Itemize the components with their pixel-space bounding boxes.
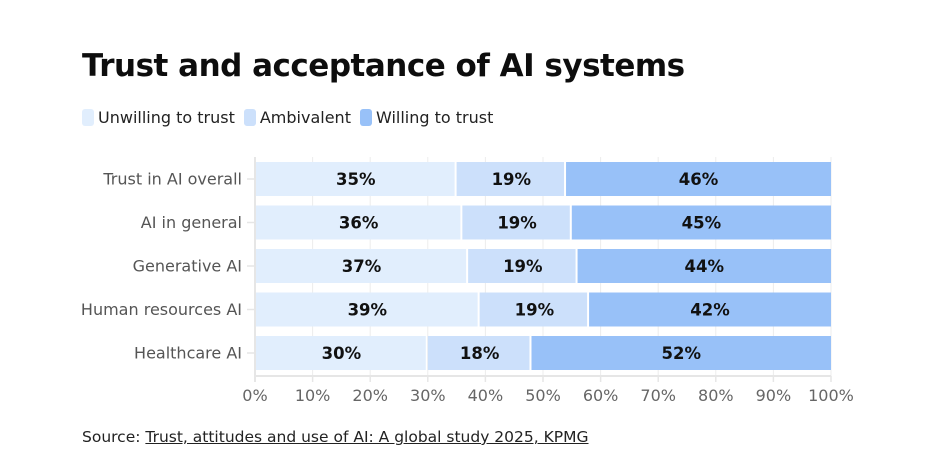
legend-swatch-ambivalent (243, 109, 256, 126)
data-label: 19% (497, 214, 537, 233)
data-label: 52% (661, 344, 701, 363)
x-tick-label: 0% (242, 386, 267, 405)
bar-unwilling-to-trust (255, 292, 478, 327)
bar-unwilling-to-trust (255, 249, 467, 283)
bar-ambivalent (462, 205, 570, 240)
bar-willing-to-trust (571, 205, 831, 240)
source-note: Source: Trust, attitudes and use of AI: … (82, 428, 589, 446)
bar-unwilling-to-trust (255, 336, 426, 370)
data-label: 45% (682, 214, 722, 233)
y-tick-label: Generative AI (133, 257, 242, 276)
legend-swatch-unwilling (82, 109, 94, 126)
chart-title: Trust and acceptance of AI systems (82, 48, 685, 84)
y-tick-label: Trust in AI overall (102, 170, 242, 189)
bar-unwilling-to-trust (255, 162, 455, 196)
bar-willing-to-trust (589, 292, 831, 327)
legend-item-unwilling: Unwilling to trust (82, 108, 235, 127)
data-label: 18% (460, 344, 500, 363)
x-tick-label: 30% (410, 386, 446, 405)
legend-item-ambivalent: Ambivalent (243, 108, 351, 127)
x-tick-label: 90% (756, 386, 792, 405)
data-label: 35% (336, 170, 376, 189)
x-tick-label: 70% (640, 386, 676, 405)
source-link[interactable]: Trust, attitudes and use of AI: A global… (145, 428, 589, 446)
x-tick-label: 40% (468, 386, 504, 405)
x-tick-label: 20% (352, 386, 388, 405)
legend-swatch-willing (359, 109, 372, 126)
bar-ambivalent (456, 162, 565, 196)
x-tick-label: 100% (808, 386, 854, 405)
data-label: 44% (685, 257, 725, 276)
data-label: 19% (492, 170, 532, 189)
legend: Unwilling to trust Ambivalent Willing to… (82, 108, 502, 127)
bar-ambivalent (468, 249, 576, 283)
y-tick-label: AI in general (141, 213, 242, 232)
legend-label-unwilling: Unwilling to trust (98, 108, 235, 127)
data-labels: 35% 19% 46% 36% 19% 45% 37% 19% 44% 39% 19% 42% 30% 1… (322, 170, 731, 363)
bar-ambivalent (427, 336, 530, 370)
data-label: 19% (503, 257, 543, 276)
bars (255, 162, 831, 370)
legend-label-willing: Willing to trust (375, 108, 494, 127)
bar-unwilling-to-trust (255, 205, 461, 240)
x-axis: 0% 10% 20% 30% 40% 50% 60% 70% 80% 90% 100% (242, 375, 854, 405)
y-axis: Trust in AI overall AI in general Generati… (81, 157, 256, 382)
legend-label-ambivalent: Ambivalent (259, 108, 351, 127)
bar-willing-to-trust (531, 336, 831, 370)
data-label: 39% (348, 301, 388, 320)
legend-item-willing: Willing to trust (359, 108, 494, 127)
data-label: 46% (679, 170, 719, 189)
y-tick-label: Healthcare AI (134, 344, 242, 363)
bar-ambivalent (479, 292, 588, 327)
x-tick-label: 50% (525, 386, 561, 405)
x-tick-label: 10% (295, 386, 331, 405)
data-label: 36% (339, 214, 379, 233)
data-label: 30% (322, 344, 362, 363)
data-label: 42% (690, 301, 730, 320)
x-tick-label: 80% (698, 386, 734, 405)
bar-willing-to-trust (566, 162, 831, 196)
data-label: 19% (515, 301, 555, 320)
bar-willing-to-trust (577, 249, 831, 283)
source-prefix: Source: (82, 428, 146, 446)
data-label: 37% (342, 257, 382, 276)
y-tick-label: Human resources AI (81, 300, 242, 319)
x-tick-label: 60% (583, 386, 619, 405)
